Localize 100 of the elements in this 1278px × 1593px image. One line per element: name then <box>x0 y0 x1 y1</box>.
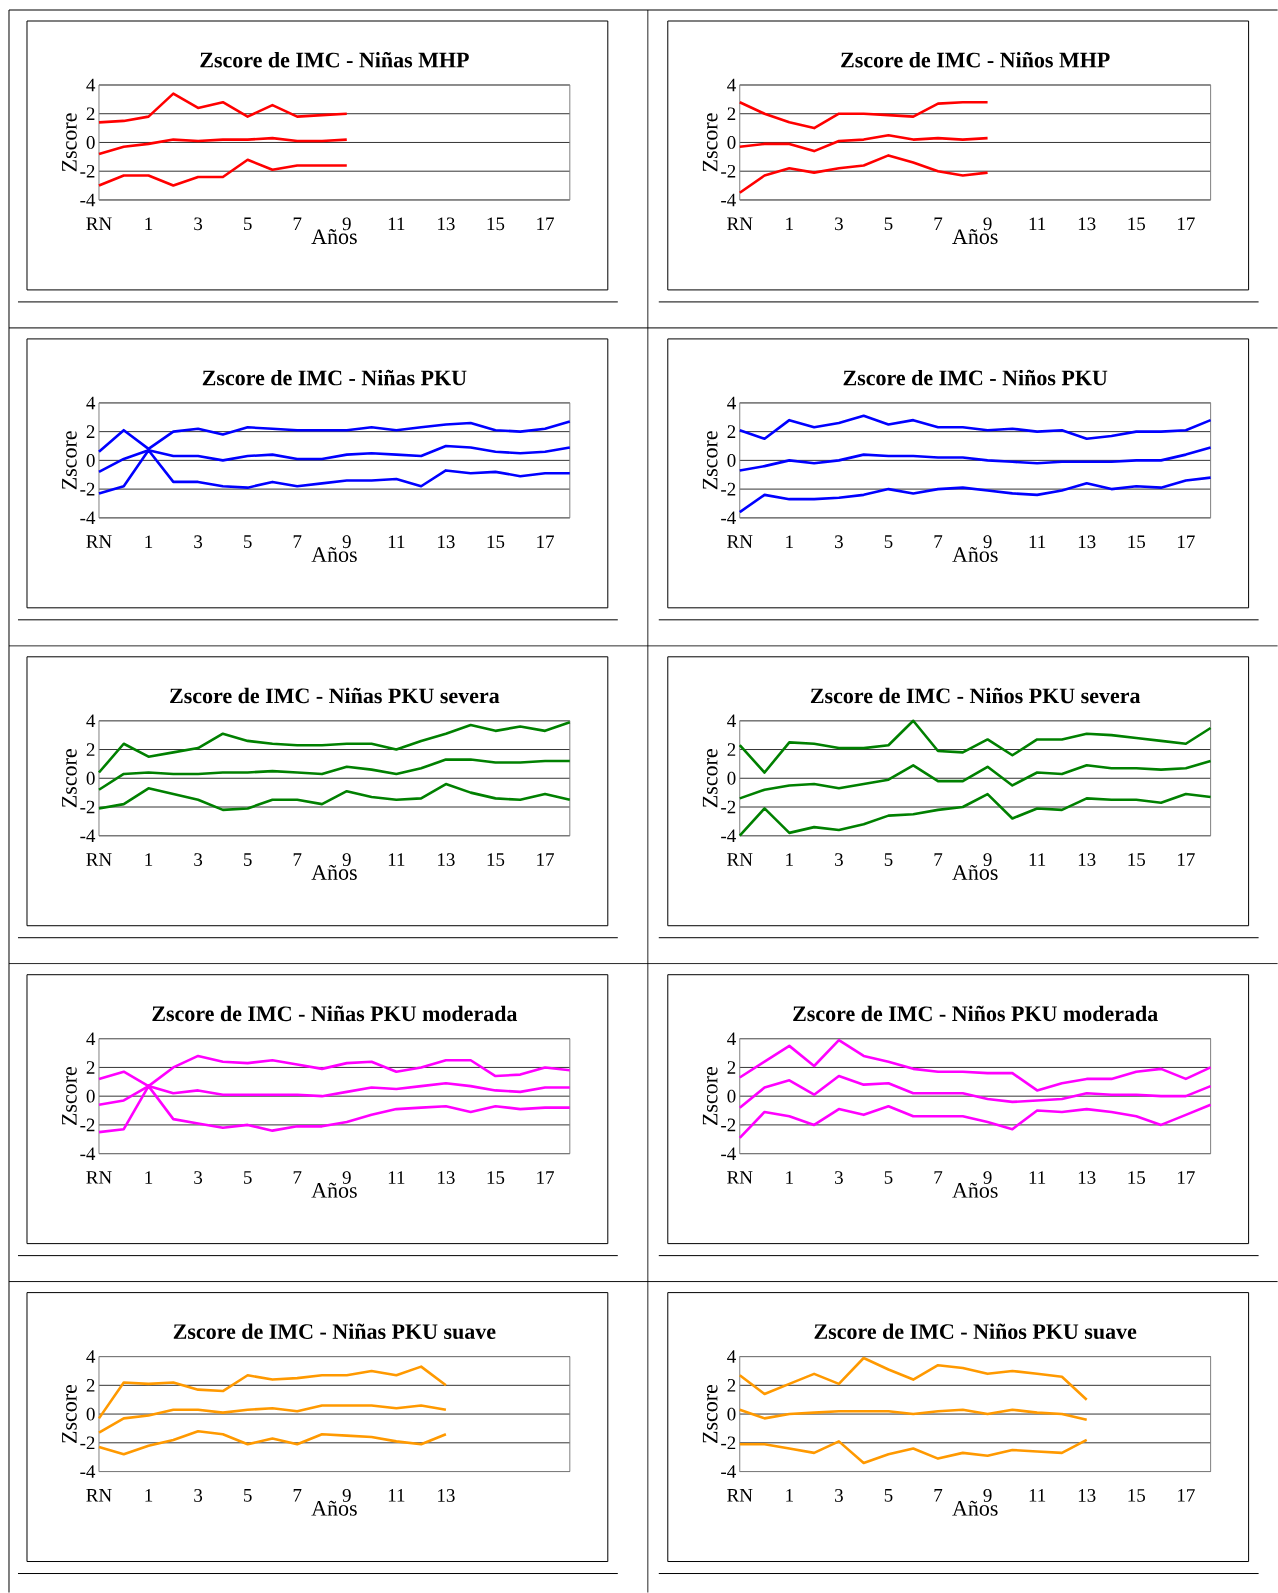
x-tick-label: RN <box>86 217 112 230</box>
x-tick-label: 7 <box>293 1489 302 1502</box>
y-tick-label: -2 <box>721 164 736 178</box>
line-series <box>738 719 1212 774</box>
line-series <box>738 792 1212 838</box>
y-axis-title: Zscore <box>62 1384 77 1443</box>
y-axis-title: Zscore <box>62 113 77 172</box>
x-tick-label: 7 <box>934 535 943 548</box>
y-tick-label: 2 <box>727 743 736 756</box>
chart-title: Zscore de IMC - Niñas PKU moderada <box>152 1005 518 1022</box>
chart-title: Zscore de IMC - Niñas PKU <box>202 369 467 386</box>
x-tick-label: 7 <box>293 535 302 548</box>
line-series <box>97 136 349 156</box>
line-series <box>738 154 989 195</box>
x-tick-label: 13 <box>438 1171 455 1184</box>
y-tick-label: -4 <box>80 511 96 525</box>
y-tick-label: 4 <box>727 1032 736 1045</box>
x-tick-label: 15 <box>487 853 505 866</box>
x-tick-label: 5 <box>243 217 252 231</box>
x-tick-label: 3 <box>194 853 203 867</box>
y-axis-title: Zscore <box>62 431 77 490</box>
line-series <box>97 1365 448 1420</box>
y-tick-label: -4 <box>721 829 736 842</box>
x-tick-label: 1 <box>145 217 153 231</box>
x-tick-label: 13 <box>438 853 455 867</box>
y-tick-label: 0 <box>86 1407 95 1421</box>
x-tick-label: RN <box>727 217 753 230</box>
line-series <box>738 476 1212 514</box>
y-tick-label: 2 <box>86 1061 95 1074</box>
line-series <box>738 133 989 153</box>
y-tick-label: 0 <box>727 771 736 785</box>
x-tick-label: 9 <box>983 853 992 867</box>
x-axis-title: Años <box>952 547 998 563</box>
x-tick-label: 15 <box>1128 853 1145 866</box>
y-tick-label: -2 <box>80 482 95 496</box>
x-tick-label: 5 <box>884 853 893 866</box>
y-tick-label: 0 <box>727 136 736 149</box>
x-tick-label: 15 <box>487 1171 505 1184</box>
x-tick-label: 1 <box>145 535 153 548</box>
line-series <box>97 720 572 774</box>
y-axis-title: Zscore <box>62 749 77 808</box>
x-tick-label: 1 <box>786 217 793 231</box>
y-tick-label: 4 <box>727 1350 736 1363</box>
y-axis-title: Zscore <box>702 1067 718 1126</box>
x-tick-label: 7 <box>934 1489 943 1502</box>
x-tick-label: 9 <box>342 217 351 231</box>
x-tick-label: 1 <box>786 535 793 548</box>
x-axis-title: Años <box>311 547 357 563</box>
y-tick-label: -4 <box>721 1465 736 1478</box>
x-tick-label: 13 <box>1078 217 1096 231</box>
y-tick-label: 2 <box>727 1379 736 1392</box>
x-tick-label: 9 <box>342 1171 351 1184</box>
y-tick-label: -2 <box>80 1436 95 1450</box>
x-tick-label: 15 <box>1128 1489 1145 1502</box>
x-tick-label: 11 <box>388 217 405 231</box>
x-tick-label: 11 <box>1029 217 1046 231</box>
x-axis-title: Años <box>952 864 998 880</box>
x-tick-label: 11 <box>388 853 405 866</box>
x-axis-title: Años <box>952 229 998 245</box>
x-tick-label: 15 <box>487 535 505 549</box>
line-series <box>738 1356 1088 1401</box>
x-tick-label: 3 <box>194 1171 203 1184</box>
chart-title: Zscore de IMC - Niños PKU severa <box>810 687 1141 704</box>
x-tick-label: 7 <box>293 853 302 866</box>
x-axis-title: Años <box>311 864 357 880</box>
x-axis-title: Años <box>311 1182 357 1198</box>
chart-title: Zscore de IMC - Niñas PKU severa <box>170 687 500 704</box>
x-tick-label: 3 <box>194 217 203 231</box>
x-tick-label: 17 <box>1177 1171 1195 1184</box>
line-series <box>97 782 572 812</box>
x-tick-label: 17 <box>537 853 554 866</box>
y-tick-label: -4 <box>80 193 96 207</box>
x-tick-label: 5 <box>243 853 252 866</box>
x-tick-label: 13 <box>438 535 455 549</box>
x-tick-label: 15 <box>1128 217 1145 231</box>
y-tick-label: 4 <box>86 396 96 410</box>
x-tick-label: 13 <box>1078 1489 1096 1502</box>
chart-title: Zscore de IMC - Niños MHP <box>841 51 1110 68</box>
y-tick-label: -4 <box>80 1147 96 1160</box>
x-tick-label: 9 <box>983 535 992 549</box>
x-tick-label: 1 <box>786 1171 793 1184</box>
x-tick-label: 5 <box>243 1171 252 1184</box>
x-tick-label: 9 <box>983 217 992 231</box>
line-series <box>738 759 1212 800</box>
y-tick-label: 0 <box>727 1407 736 1421</box>
x-tick-label: 17 <box>1177 853 1195 866</box>
y-tick-label: 4 <box>86 78 96 92</box>
x-tick-label: 11 <box>1029 1171 1046 1184</box>
y-tick-label: 4 <box>727 396 736 410</box>
line-series <box>738 1038 1212 1092</box>
y-axis-title: Zscore <box>702 1384 718 1443</box>
y-tick-label: -2 <box>80 800 95 814</box>
x-tick-label: 17 <box>1177 1489 1195 1502</box>
x-tick-label: 9 <box>983 1489 992 1502</box>
x-tick-label: 13 <box>438 1489 455 1502</box>
x-tick-label: 15 <box>1128 535 1145 549</box>
x-tick-label: RN <box>727 853 753 866</box>
x-tick-label: RN <box>86 853 112 866</box>
line-series <box>97 1430 448 1456</box>
y-axis-title: Zscore <box>702 113 718 172</box>
